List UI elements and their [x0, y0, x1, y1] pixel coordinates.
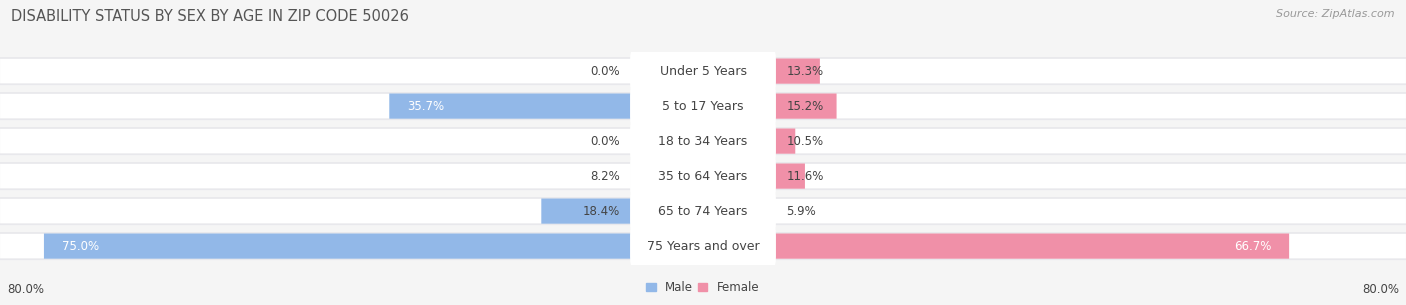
FancyBboxPatch shape	[541, 199, 703, 224]
Text: 0.0%: 0.0%	[591, 65, 620, 77]
FancyBboxPatch shape	[703, 163, 804, 189]
Text: 65 to 74 Years: 65 to 74 Years	[658, 205, 748, 217]
FancyBboxPatch shape	[703, 94, 837, 119]
FancyBboxPatch shape	[630, 155, 776, 197]
FancyBboxPatch shape	[0, 234, 1406, 258]
Text: 80.0%: 80.0%	[1362, 283, 1399, 296]
FancyBboxPatch shape	[0, 129, 1406, 153]
Text: 5.9%: 5.9%	[786, 205, 817, 217]
FancyBboxPatch shape	[630, 50, 776, 92]
FancyBboxPatch shape	[0, 94, 1406, 118]
Text: 5 to 17 Years: 5 to 17 Years	[662, 100, 744, 113]
Text: 35 to 64 Years: 35 to 64 Years	[658, 170, 748, 183]
FancyBboxPatch shape	[631, 163, 703, 189]
Text: 66.7%: 66.7%	[1234, 240, 1271, 253]
FancyBboxPatch shape	[703, 234, 1289, 259]
FancyBboxPatch shape	[0, 199, 1406, 223]
Text: Source: ZipAtlas.com: Source: ZipAtlas.com	[1277, 9, 1395, 19]
FancyBboxPatch shape	[0, 232, 1406, 260]
FancyBboxPatch shape	[389, 94, 703, 119]
FancyBboxPatch shape	[0, 127, 1406, 155]
FancyBboxPatch shape	[703, 199, 755, 224]
Text: Under 5 Years: Under 5 Years	[659, 65, 747, 77]
FancyBboxPatch shape	[703, 128, 796, 154]
Text: 75 Years and over: 75 Years and over	[647, 240, 759, 253]
FancyBboxPatch shape	[630, 85, 776, 127]
FancyBboxPatch shape	[0, 59, 1406, 83]
Text: 75.0%: 75.0%	[62, 240, 98, 253]
Text: 18.4%: 18.4%	[582, 205, 620, 217]
Text: 15.2%: 15.2%	[786, 100, 824, 113]
Text: 10.5%: 10.5%	[786, 135, 824, 148]
Text: 35.7%: 35.7%	[406, 100, 444, 113]
Text: DISABILITY STATUS BY SEX BY AGE IN ZIP CODE 50026: DISABILITY STATUS BY SEX BY AGE IN ZIP C…	[11, 9, 409, 24]
FancyBboxPatch shape	[0, 164, 1406, 188]
FancyBboxPatch shape	[0, 92, 1406, 120]
Legend: Male, Female: Male, Female	[641, 277, 765, 299]
FancyBboxPatch shape	[0, 57, 1406, 85]
Text: 13.3%: 13.3%	[786, 65, 824, 77]
FancyBboxPatch shape	[0, 197, 1406, 225]
FancyBboxPatch shape	[630, 120, 776, 162]
Text: 18 to 34 Years: 18 to 34 Years	[658, 135, 748, 148]
Text: 80.0%: 80.0%	[7, 283, 44, 296]
FancyBboxPatch shape	[44, 234, 703, 259]
Text: 0.0%: 0.0%	[591, 135, 620, 148]
Text: 8.2%: 8.2%	[589, 170, 620, 183]
FancyBboxPatch shape	[0, 162, 1406, 190]
FancyBboxPatch shape	[630, 190, 776, 232]
Text: 11.6%: 11.6%	[786, 170, 824, 183]
FancyBboxPatch shape	[703, 59, 820, 84]
FancyBboxPatch shape	[630, 225, 776, 267]
